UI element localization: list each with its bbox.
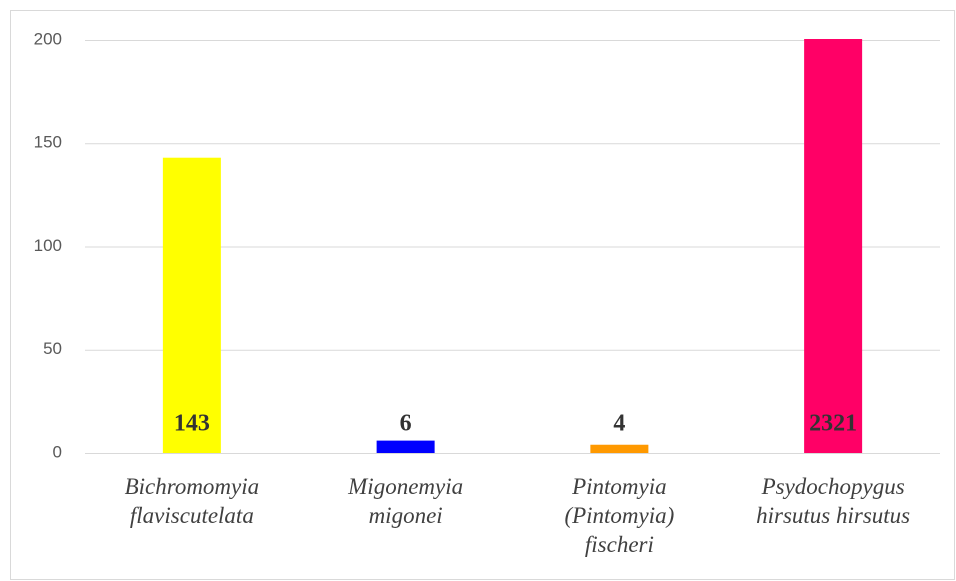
value-label: 143 (174, 411, 210, 437)
x-tick-label: Pintomyia (Pintomyia) fischeri (564, 474, 674, 557)
chart-border (10, 10, 955, 580)
value-label: 2321 (809, 411, 857, 437)
y-tick-label: 150 (34, 133, 62, 152)
x-tick-label: Bichromomyia flaviscutelata (125, 474, 260, 528)
x-tick-label: Migonemyia migonei (347, 474, 463, 528)
y-tick-label: 0 (53, 442, 62, 461)
bar (590, 444, 649, 453)
value-label: 4 (613, 411, 625, 437)
x-tick-label: Psydochopygus hirsutus hirsutus (756, 474, 910, 528)
y-tick-label: 100 (34, 236, 62, 255)
value-label: 6 (400, 411, 412, 437)
bar (376, 440, 435, 453)
y-tick-label: 200 (34, 29, 62, 48)
y-tick-label: 50 (43, 339, 62, 358)
bar (804, 39, 863, 453)
bar (162, 157, 221, 453)
